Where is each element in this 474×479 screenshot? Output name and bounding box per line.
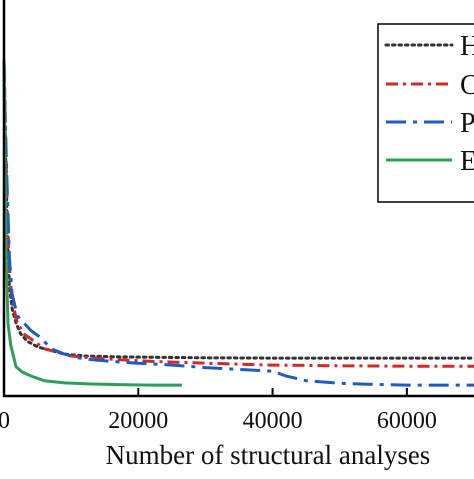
plot-lines — [2, 59, 474, 387]
axes: 0 20000 40000 60000 — [0, 0, 474, 434]
x-tick-label: 20000 — [108, 408, 168, 434]
legend-label-c: C — [460, 70, 474, 101]
x-tick-label: 40000 — [243, 408, 303, 434]
series-line-e — [2, 61, 182, 387]
series-line-p — [2, 61, 474, 387]
series-line-h — [2, 59, 474, 360]
legend-label-h: H — [460, 31, 474, 62]
x-tick-label: 0 — [0, 408, 10, 434]
legend-label-p: P — [460, 108, 474, 139]
legend-box — [377, 23, 474, 203]
x-tick-label: 60000 — [377, 408, 437, 434]
legend-label-e: E — [460, 146, 474, 177]
x-axis-title: Number of structural analyses — [106, 440, 431, 470]
